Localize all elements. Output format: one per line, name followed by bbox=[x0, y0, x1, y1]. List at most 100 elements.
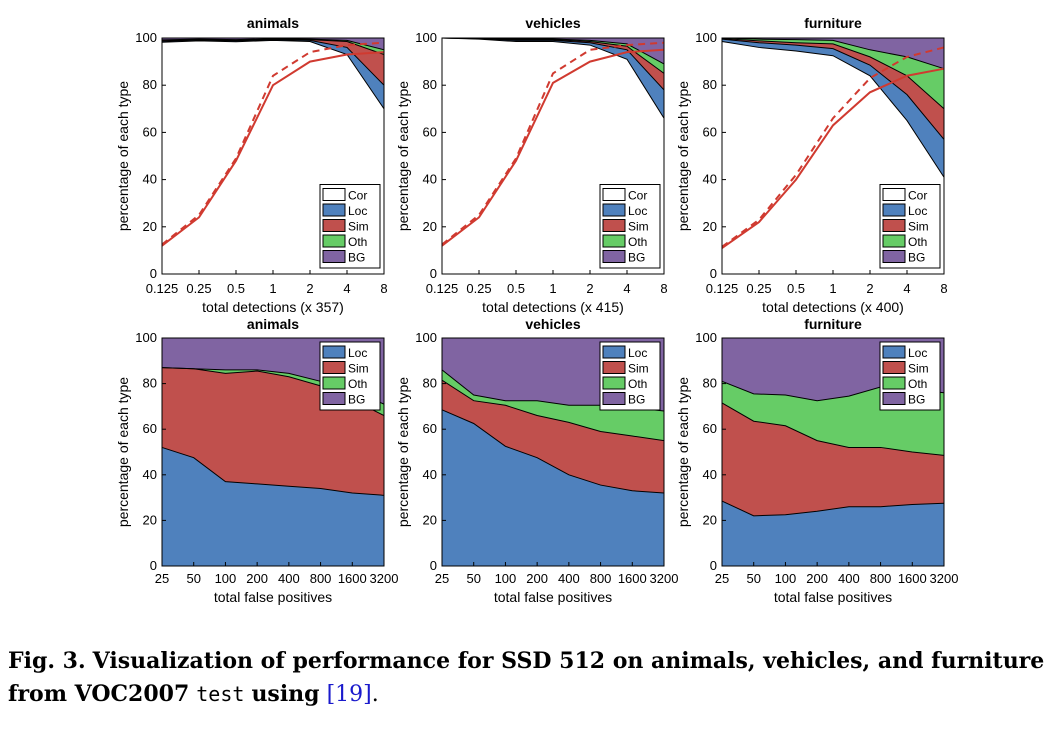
x-tick-label: 3200 bbox=[370, 571, 399, 586]
y-tick-label: 100 bbox=[415, 30, 437, 45]
x-axis-label: total detections (x 400) bbox=[762, 299, 904, 315]
chart-panel-5: 0 20 40 60 80 100 25 50 100 200 400 800 1600 3200 vehi… bbox=[395, 316, 678, 605]
x-tick-label: 0.125 bbox=[146, 281, 179, 296]
legend-label-bg: BG bbox=[348, 393, 365, 407]
legend-swatch-sim bbox=[602, 361, 626, 374]
y-tick-label: 0 bbox=[430, 558, 437, 573]
x-tick-label: 3200 bbox=[650, 571, 679, 586]
y-tick-label: 40 bbox=[423, 172, 437, 187]
legend-label-cor: Cor bbox=[348, 189, 367, 203]
boundary-line-oth bbox=[161, 38, 385, 51]
x-tick-label: 50 bbox=[466, 571, 480, 586]
chart-title: animals bbox=[247, 15, 299, 31]
legend-swatch-loc bbox=[602, 345, 626, 359]
legend-swatch-bg bbox=[882, 250, 906, 263]
y-tick-label: 0 bbox=[710, 558, 717, 573]
legend-label-cor: Cor bbox=[908, 189, 927, 203]
x-tick-label: 0.125 bbox=[706, 281, 739, 296]
chart-title: vehicles bbox=[525, 316, 580, 332]
y-tick-label: 20 bbox=[703, 512, 717, 527]
x-tick-label: 3200 bbox=[930, 571, 959, 586]
area-loc bbox=[442, 409, 664, 566]
area-loc bbox=[162, 447, 384, 566]
x-tick-label: 4 bbox=[903, 281, 910, 296]
y-tick-label: 40 bbox=[703, 172, 717, 187]
legend-swatch-bg bbox=[322, 250, 346, 263]
y-axis-label: percentage of each type bbox=[675, 81, 691, 231]
caption-label: Fig. 3. bbox=[8, 648, 86, 674]
legend-swatch-oth bbox=[322, 234, 346, 248]
x-tick-label: 800 bbox=[870, 571, 892, 586]
y-tick-label: 60 bbox=[143, 421, 157, 436]
legend-label-loc: Loc bbox=[628, 346, 647, 360]
y-tick-label: 60 bbox=[423, 421, 437, 436]
y-tick-label: 100 bbox=[695, 330, 717, 345]
y-tick-label: 0 bbox=[150, 558, 157, 573]
caption-citation[interactable]: [19] bbox=[326, 682, 372, 707]
x-tick-label: 8 bbox=[660, 281, 667, 296]
x-tick-label: 2 bbox=[586, 281, 593, 296]
y-tick-label: 40 bbox=[703, 467, 717, 482]
x-tick-label: 4 bbox=[623, 281, 630, 296]
chart-title: vehicles bbox=[525, 15, 580, 31]
legend-swatch-bg bbox=[602, 392, 626, 405]
legend-swatch-loc bbox=[602, 203, 626, 217]
y-tick-label: 80 bbox=[423, 77, 437, 92]
x-axis-label: total false positives bbox=[774, 589, 892, 605]
chart-panel-2: 0 20 40 60 80 100 0.125 0.25 0.5 1 2 4 8 vehicles tota… bbox=[395, 15, 668, 315]
recall-line-solid bbox=[441, 48, 665, 247]
plot-frame bbox=[441, 337, 665, 567]
legend-swatch-loc bbox=[322, 203, 346, 217]
legend-label-sim: Sim bbox=[908, 220, 929, 234]
legend-label-oth: Oth bbox=[908, 377, 927, 391]
chart-panel-1: 0 20 40 60 80 100 0.125 0.25 0.5 1 2 4 8 animals total… bbox=[115, 15, 388, 315]
legend-swatch-cor bbox=[882, 188, 906, 201]
x-tick-label: 0.5 bbox=[507, 281, 525, 296]
legend-label-bg: BG bbox=[628, 393, 645, 407]
legend-swatch-sim bbox=[602, 219, 626, 232]
x-tick-label: 800 bbox=[310, 571, 332, 586]
caption-using: using bbox=[251, 681, 320, 707]
citation-link[interactable]: 19 bbox=[335, 682, 364, 707]
legend-swatch-loc bbox=[882, 203, 906, 217]
legend-swatch-loc bbox=[882, 345, 906, 359]
legend-label-sim: Sim bbox=[348, 362, 369, 376]
y-tick-label: 0 bbox=[430, 266, 437, 281]
legend-swatch-bg bbox=[882, 392, 906, 405]
y-tick-label: 80 bbox=[703, 77, 717, 92]
chart-title: animals bbox=[247, 316, 299, 332]
x-tick-label: 0.5 bbox=[787, 281, 805, 296]
legend-label-bg: BG bbox=[908, 393, 925, 407]
x-tick-label: 400 bbox=[558, 571, 580, 586]
y-tick-label: 100 bbox=[135, 330, 157, 345]
recall-line-dashed bbox=[441, 41, 665, 246]
x-tick-label: 1 bbox=[549, 281, 556, 296]
y-tick-label: 40 bbox=[423, 467, 437, 482]
chart-title: furniture bbox=[804, 15, 862, 31]
y-tick-label: 80 bbox=[423, 376, 437, 391]
x-axis-label: total detections (x 357) bbox=[202, 299, 344, 315]
x-tick-label: 400 bbox=[278, 571, 300, 586]
y-tick-label: 20 bbox=[423, 219, 437, 234]
x-tick-label: 0.5 bbox=[227, 281, 245, 296]
y-tick-label: 20 bbox=[143, 512, 157, 527]
x-axis-label: total false positives bbox=[214, 589, 332, 605]
x-tick-label: 100 bbox=[495, 571, 517, 586]
area-oth bbox=[722, 38, 944, 109]
x-tick-label: 50 bbox=[746, 571, 760, 586]
y-tick-label: 0 bbox=[710, 266, 717, 281]
area-sim bbox=[442, 380, 664, 494]
plot-frame bbox=[161, 337, 385, 567]
boundary-line-loc bbox=[161, 446, 385, 496]
x-tick-label: 800 bbox=[590, 571, 612, 586]
y-tick-label: 60 bbox=[143, 124, 157, 139]
x-tick-label: 200 bbox=[246, 571, 268, 586]
boundary-line-loc bbox=[721, 38, 945, 140]
y-axis-label: percentage of each type bbox=[115, 81, 131, 231]
recall-line-dashed bbox=[161, 41, 385, 246]
area-bg bbox=[722, 38, 944, 69]
x-tick-label: 200 bbox=[526, 571, 548, 586]
x-tick-label: 1600 bbox=[618, 571, 647, 586]
